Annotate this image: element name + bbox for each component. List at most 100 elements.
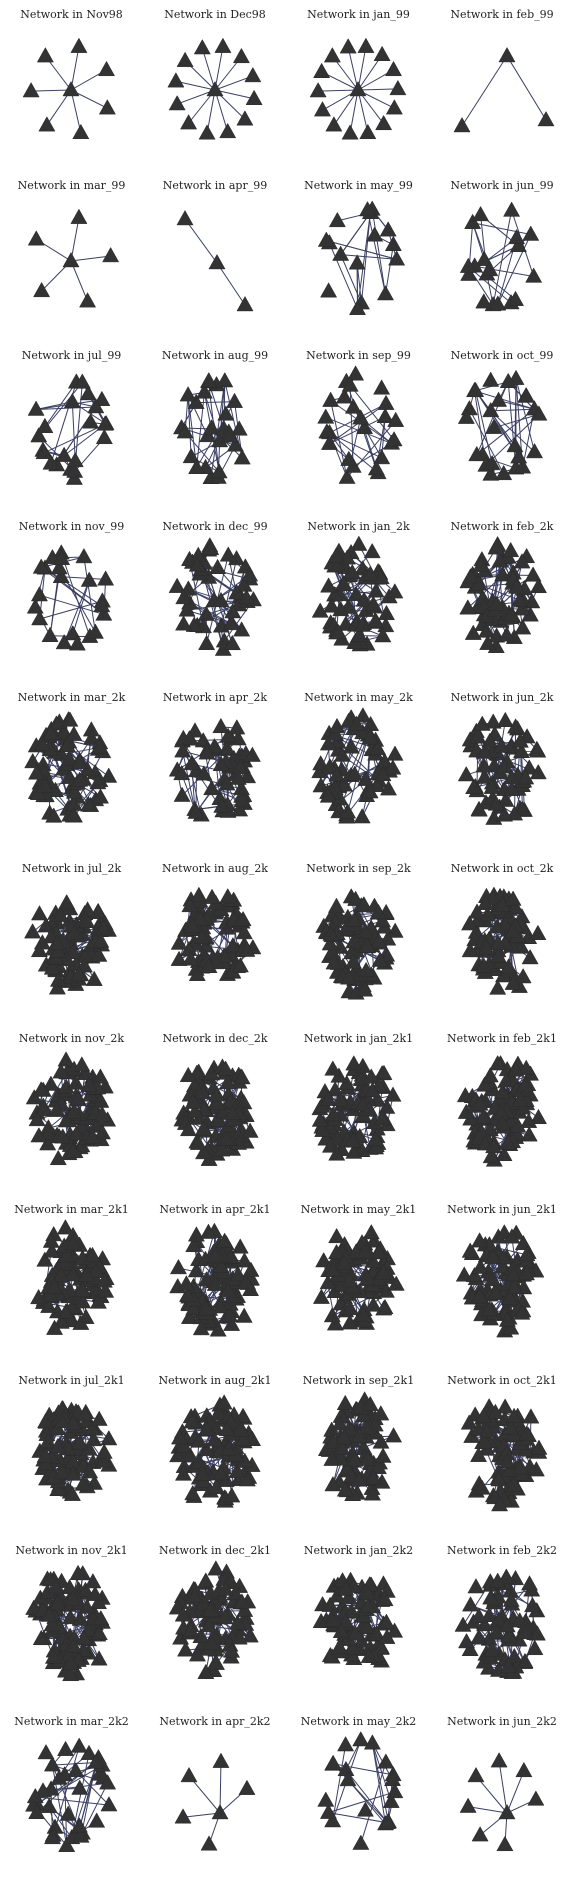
- panel-title: Network in nov_2k: [18, 1032, 125, 1046]
- triangle-node-icon: [372, 1404, 390, 1420]
- triangle-node-icon: [168, 577, 186, 593]
- network-graph: [168, 1560, 259, 1680]
- network-panel: Network in nov_2k1: [0, 1536, 143, 1706]
- triangle-node-icon: [459, 257, 477, 273]
- panel-title: Network in oct_2k: [450, 861, 554, 875]
- triangle-node-icon: [74, 1475, 92, 1491]
- network-edge: [490, 409, 534, 412]
- triangle-node-icon: [30, 941, 48, 957]
- triangle-node-icon: [339, 1770, 357, 1787]
- triangle-node-icon: [341, 1314, 359, 1330]
- triangle-node-icon: [91, 738, 109, 754]
- triangle-node-icon: [93, 1124, 111, 1140]
- triangle-node-icon: [507, 578, 525, 594]
- network-graph: [317, 365, 405, 485]
- triangle-node-icon: [376, 408, 394, 424]
- triangle-node-icon: [49, 942, 67, 958]
- triangle-node-icon: [464, 624, 482, 640]
- network-edge: [357, 212, 371, 309]
- triangle-node-icon: [90, 1625, 108, 1641]
- triangle-node-icon: [215, 946, 233, 963]
- triangle-node-icon: [220, 1306, 238, 1323]
- triangle-node-icon: [511, 1458, 529, 1474]
- panel-title: Network in jun_2k: [450, 690, 554, 704]
- triangle-node-icon: [521, 948, 539, 964]
- triangle-node-icon: [505, 437, 523, 453]
- triangle-node-icon: [335, 1254, 353, 1270]
- network-graph: [317, 1390, 403, 1501]
- triangle-node-icon: [170, 933, 188, 950]
- triangle-node-icon: [475, 1432, 493, 1449]
- triangle-node-icon: [352, 1731, 370, 1747]
- triangle-node-icon: [498, 1452, 516, 1468]
- triangle-node-icon: [524, 267, 542, 283]
- triangle-node-icon: [350, 626, 368, 642]
- triangle-node-icon: [466, 1578, 484, 1594]
- triangle-node-icon: [63, 393, 81, 409]
- triangle-node-icon: [480, 260, 498, 276]
- triangle-node-icon: [512, 553, 530, 569]
- network-edge: [486, 233, 531, 275]
- triangle-node-icon: [487, 595, 505, 612]
- triangle-node-icon: [230, 800, 248, 817]
- triangle-node-icon: [53, 1463, 71, 1479]
- network-edge: [326, 239, 397, 260]
- triangle-node-icon: [343, 1603, 361, 1619]
- triangle-node-icon: [69, 1091, 87, 1107]
- triangle-node-icon: [359, 200, 377, 216]
- triangle-node-icon: [461, 941, 479, 957]
- panel-title: Network in may_2k: [304, 690, 413, 704]
- network-panel: Network in jan_2k: [287, 512, 430, 682]
- triangle-node-icon: [325, 116, 343, 132]
- network-graph: [454, 1568, 546, 1680]
- triangle-node-icon: [536, 110, 555, 127]
- network-edge: [475, 409, 535, 456]
- triangle-node-icon: [72, 1314, 90, 1330]
- triangle-node-icon: [195, 383, 213, 399]
- triangle-node-icon: [40, 1297, 58, 1313]
- triangle-node-icon: [230, 420, 248, 436]
- triangle-node-icon: [357, 961, 375, 977]
- triangle-node-icon: [179, 1066, 197, 1083]
- triangle-node-icon: [235, 1307, 253, 1323]
- triangle-node-icon: [323, 597, 341, 613]
- network-edge: [340, 253, 397, 260]
- network-graph: [27, 208, 120, 308]
- network-edge: [472, 221, 531, 235]
- triangle-node-icon: [217, 1420, 235, 1436]
- triangle-node-icon: [360, 1101, 378, 1117]
- triangle-node-icon: [499, 373, 517, 389]
- network-graph: [22, 37, 116, 140]
- network-graph: [172, 372, 251, 485]
- triangle-node-icon: [330, 1638, 348, 1655]
- triangle-node-icon: [232, 47, 250, 64]
- triangle-node-icon: [237, 589, 255, 605]
- network-panel: Network in jul_2k: [0, 854, 143, 1024]
- triangle-node-icon: [386, 922, 404, 938]
- triangle-node-icon: [359, 1598, 377, 1614]
- network-edge: [473, 390, 535, 411]
- triangle-node-icon: [83, 729, 101, 745]
- triangle-node-icon: [176, 423, 194, 439]
- triangle-node-icon: [331, 1414, 349, 1431]
- network-edge: [35, 401, 73, 411]
- triangle-node-icon: [227, 584, 245, 600]
- triangle-node-icon: [497, 626, 515, 642]
- triangle-node-icon: [73, 1056, 91, 1072]
- triangle-node-icon: [78, 1266, 96, 1282]
- triangle-node-icon: [465, 1266, 483, 1282]
- network-panel: Network in jan_99: [287, 0, 430, 170]
- triangle-node-icon: [344, 1639, 362, 1655]
- triangle-node-icon: [100, 1796, 118, 1812]
- network-graph: [170, 886, 261, 981]
- triangle-node-icon: [181, 949, 199, 966]
- triangle-node-icon: [363, 1484, 381, 1501]
- network-graph: [311, 706, 404, 824]
- triangle-node-icon: [194, 765, 212, 781]
- triangle-node-icon: [346, 765, 364, 781]
- triangle-node-icon: [86, 1585, 104, 1602]
- triangle-node-icon: [493, 1258, 511, 1274]
- network-edge: [214, 89, 254, 100]
- triangle-node-icon: [65, 783, 83, 799]
- triangle-node-icon: [374, 765, 392, 781]
